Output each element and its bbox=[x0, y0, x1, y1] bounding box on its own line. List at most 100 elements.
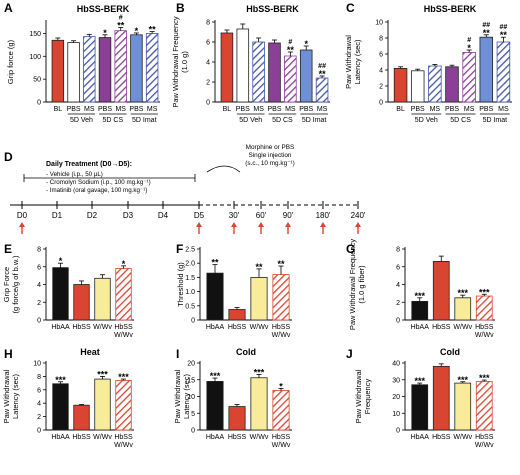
x-tick-label: W/Wv bbox=[93, 324, 112, 331]
y-tick-label: 0 bbox=[396, 318, 400, 325]
bar bbox=[432, 261, 450, 321]
x-tick-label: MS bbox=[147, 106, 158, 113]
y-tick-label: 10 bbox=[187, 394, 195, 401]
timeline-day-label: D5 bbox=[194, 211, 205, 220]
significance-mark: * bbox=[279, 381, 283, 391]
x-tick-label: W/Wv bbox=[272, 442, 291, 449]
y-tick-label: 6 bbox=[37, 264, 41, 271]
y-tick-label: 8 bbox=[37, 247, 41, 254]
panel-title: HbSS-BERK bbox=[77, 4, 130, 14]
red-arrowhead-icon bbox=[231, 222, 237, 227]
x-tick-label: HbSS bbox=[228, 324, 247, 331]
y-tick-label: 2 bbox=[379, 84, 383, 91]
panel-title: HbSS-BERK bbox=[424, 4, 477, 14]
x-tick-label: W/Wv bbox=[453, 324, 472, 331]
y-tick-label: 30 bbox=[392, 377, 400, 384]
y-tick-label: 4 bbox=[396, 282, 400, 289]
panel-title: HbSS-BERK bbox=[246, 4, 299, 14]
bar bbox=[428, 65, 442, 103]
x-tick-label: HbSS bbox=[72, 434, 91, 441]
y-tick-label: 0 bbox=[191, 428, 195, 435]
panel-j: J Cold 0 10 20 30 40 Paw Withdrawal Frequency ***… bbox=[346, 347, 495, 449]
bar bbox=[299, 49, 313, 103]
timeline-heading: Daily Treatment (D0→D5): bbox=[46, 161, 132, 168]
y-axis-label: Latency (sec) bbox=[353, 39, 362, 85]
bar bbox=[454, 297, 472, 321]
x-tick-label: MS bbox=[498, 106, 509, 113]
x-tick-label: HbSS bbox=[432, 324, 451, 331]
significance-mark: *** bbox=[479, 287, 490, 297]
bar bbox=[462, 52, 476, 103]
bar bbox=[67, 42, 80, 103]
x-tick-label: W/Wv bbox=[93, 434, 112, 441]
significance-mark: ## bbox=[500, 24, 508, 31]
significance-mark: ** bbox=[211, 258, 219, 268]
y-axis-label: Paw Withdrawal bbox=[2, 369, 11, 423]
x-tick-label: MS bbox=[317, 106, 328, 113]
bar bbox=[250, 276, 268, 321]
panel-c: C HbSS-BERK 0 2 4 6 8 10 Paw Withdrawal Latency (… bbox=[344, 1, 512, 124]
x-tick-label: PBS bbox=[445, 106, 459, 113]
bar bbox=[206, 381, 224, 431]
significance-mark: *** bbox=[210, 371, 221, 381]
y-tick-label: 6 bbox=[37, 387, 41, 394]
panel-e: E 0 2 4 6 8 Grip Force (g force/g of b.w.) * HbAA… bbox=[2, 242, 134, 339]
bar bbox=[272, 390, 290, 431]
x-tick-label: HbSS bbox=[475, 434, 494, 441]
y-axis-label: (g force/g of b.w.) bbox=[11, 255, 20, 313]
timeline-minute-label: 180' bbox=[316, 211, 331, 220]
y-tick-label: 8 bbox=[396, 247, 400, 254]
bar bbox=[83, 36, 96, 103]
x-tick-label: HbSS bbox=[228, 434, 247, 441]
significance-mark: *** bbox=[414, 291, 425, 301]
bar bbox=[250, 377, 268, 431]
bar bbox=[228, 406, 246, 431]
timeline-minute-label: 240' bbox=[351, 211, 366, 220]
x-tick-label: MS bbox=[464, 106, 475, 113]
panel-letter: A bbox=[4, 1, 13, 15]
y-axis-label: Paw Withdrawal bbox=[354, 369, 363, 423]
bar bbox=[206, 272, 224, 321]
x-tick-label: HbSS bbox=[114, 324, 133, 331]
y-tick-label: 10 bbox=[33, 361, 41, 368]
y-axis-label: (1.0 g) bbox=[180, 51, 189, 73]
x-tick-label: PBS bbox=[129, 106, 143, 113]
significance-mark: *** bbox=[479, 373, 490, 383]
significance-mark: ** bbox=[277, 259, 285, 269]
x-tick-label: HbAA bbox=[411, 324, 430, 331]
bar bbox=[268, 42, 281, 103]
bar bbox=[52, 383, 69, 431]
significance-mark: ## bbox=[482, 22, 490, 29]
bar bbox=[52, 267, 69, 321]
treatment-timeline: D Daily Treatment (D0→D5): - Vehicle (i.… bbox=[4, 144, 366, 234]
group-label: 5D Veh bbox=[239, 117, 262, 124]
x-tick-label: W/Wv bbox=[475, 332, 494, 339]
y-tick-label: 100 bbox=[29, 54, 41, 61]
bar bbox=[236, 28, 250, 103]
group-label: 5D Veh bbox=[415, 117, 438, 124]
y-axis-label: Grip force (g) bbox=[6, 39, 15, 84]
x-tick-label: HbSS bbox=[72, 324, 91, 331]
bar bbox=[432, 365, 450, 431]
y-tick-label: 50 bbox=[33, 77, 41, 84]
x-tick-label: BL bbox=[396, 106, 405, 113]
x-tick-label: PBS bbox=[411, 106, 425, 113]
y-tick-label: 0 bbox=[206, 100, 210, 107]
bar bbox=[73, 404, 90, 431]
red-arrowhead-icon bbox=[196, 222, 202, 227]
red-arrowhead-icon bbox=[258, 222, 264, 227]
bar bbox=[94, 378, 111, 431]
x-tick-label: W/Wv bbox=[272, 332, 291, 339]
y-tick-label: 20 bbox=[187, 361, 195, 368]
timeline-day-label: D0 bbox=[17, 211, 28, 220]
y-tick-label: 5 bbox=[191, 411, 195, 418]
y-tick-label: 4 bbox=[206, 60, 210, 67]
panel-letter: B bbox=[176, 1, 185, 15]
bar bbox=[73, 284, 90, 321]
bar bbox=[393, 68, 408, 103]
bar bbox=[475, 381, 493, 431]
x-tick-label: MS bbox=[253, 106, 264, 113]
group-label: 5D Imat bbox=[302, 117, 327, 124]
